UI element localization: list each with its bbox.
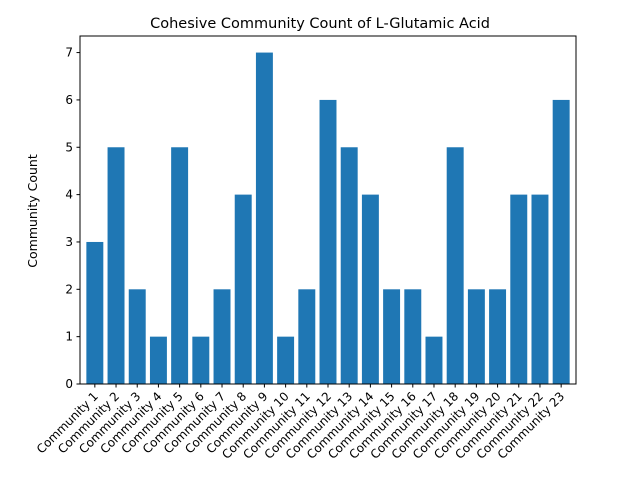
bar-7 xyxy=(213,289,231,384)
bar-21 xyxy=(510,194,528,384)
y-tick-label: 4 xyxy=(65,188,73,202)
y-axis-label: Community Count xyxy=(25,154,40,268)
bar-8 xyxy=(234,194,252,384)
y-tick-label: 1 xyxy=(65,330,73,344)
bar-1 xyxy=(86,241,104,384)
bar-19 xyxy=(467,289,485,384)
plot-frame xyxy=(79,35,577,385)
bar-16 xyxy=(404,289,422,384)
bars-group xyxy=(86,52,570,384)
bar-22 xyxy=(531,194,549,384)
y-axis-ticks: 0 1 2 3 4 5 6 7 xyxy=(65,46,80,391)
bar-9 xyxy=(255,52,273,384)
bar-18 xyxy=(446,147,464,384)
bar-5 xyxy=(171,147,189,384)
y-tick-label: 5 xyxy=(65,140,73,154)
bar-15 xyxy=(383,289,401,384)
bar-13 xyxy=(340,147,358,384)
bar-3 xyxy=(128,289,146,384)
bar-10 xyxy=(277,336,295,384)
chart-title: Cohesive Community Count of L-Glutamic A… xyxy=(150,16,490,32)
y-tick-label: 3 xyxy=(65,235,73,249)
bar-20 xyxy=(489,289,507,384)
bar-14 xyxy=(361,194,379,384)
bar-6 xyxy=(192,336,210,384)
bar-17 xyxy=(425,336,443,384)
y-tick-label: 2 xyxy=(65,282,73,296)
bar-11 xyxy=(298,289,316,384)
bar-2 xyxy=(107,147,125,384)
y-tick-label: 0 xyxy=(65,377,73,391)
y-tick-label: 6 xyxy=(65,93,73,107)
y-tick-label: 7 xyxy=(65,46,73,60)
bar-12 xyxy=(319,99,337,384)
bar-4 xyxy=(149,336,167,384)
bar-23 xyxy=(552,99,570,384)
